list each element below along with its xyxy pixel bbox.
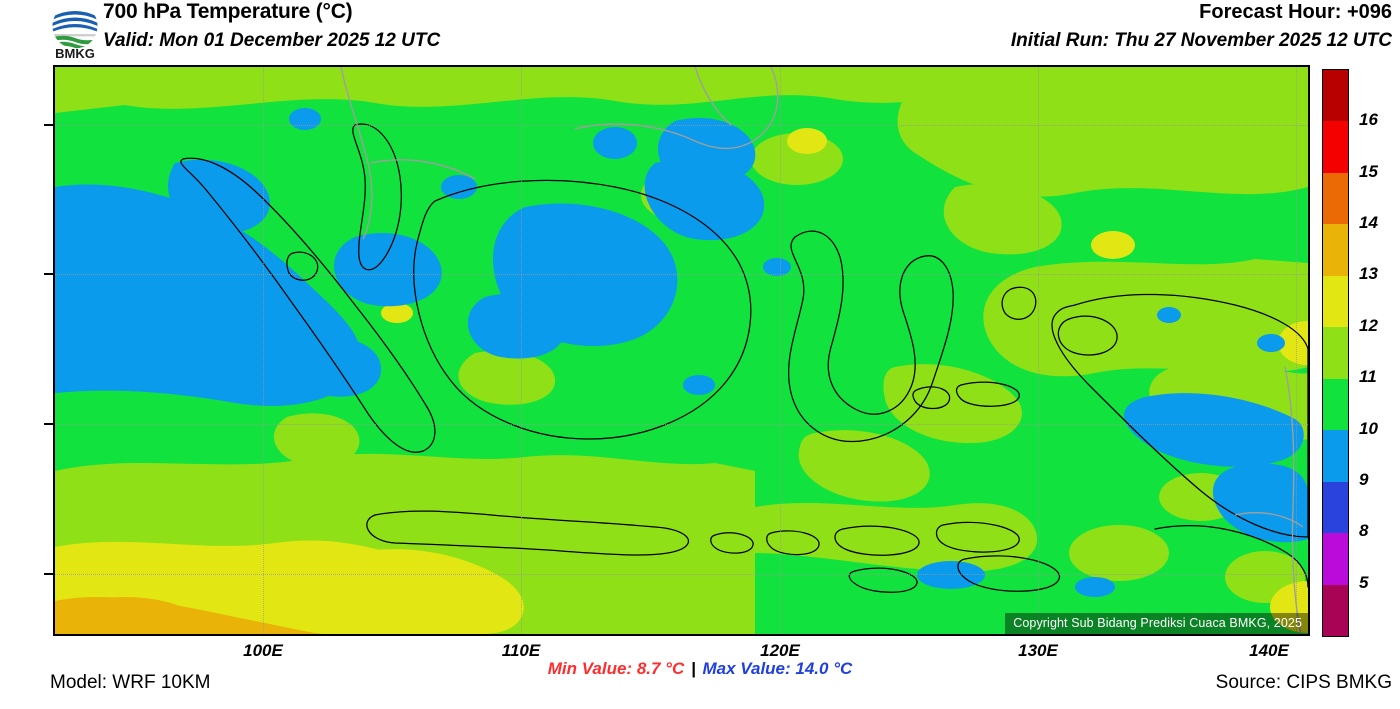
bmkg-logo-text: BMKG bbox=[55, 46, 95, 60]
colorbar-segment-14 bbox=[1323, 172, 1348, 225]
temperature-field bbox=[55, 67, 1308, 634]
colorbar-label-13: 13 bbox=[1359, 264, 1378, 283]
max-value-label: Max Value: 14.0 °C bbox=[702, 659, 853, 678]
min-value-label: Min Value: 8.7 °C bbox=[547, 659, 685, 678]
valid-time-label: Valid: Mon 01 December 2025 12 UTC bbox=[103, 30, 441, 51]
x-axis-label-130e: 130E bbox=[1018, 641, 1058, 660]
colorbar-label-5: 5 bbox=[1359, 573, 1369, 592]
colorbar-segment-8 bbox=[1323, 481, 1348, 534]
colorbar-label-16: 16 bbox=[1359, 110, 1378, 129]
colorbar-segment-11 bbox=[1323, 327, 1348, 379]
colorbar-segment-5 bbox=[1323, 533, 1348, 585]
initial-run-label: Initial Run: Thu 27 November 2025 12 UTC bbox=[1010, 30, 1392, 51]
page-title: 700 hPa Temperature (°C) bbox=[103, 0, 353, 23]
colorbar-segment-12 bbox=[1323, 275, 1348, 328]
forecast-map[interactable]: Copyright Sub Bidang Prediksi Cuaca BMKG… bbox=[53, 65, 1310, 636]
min-max-values: Min Value: 8.7 °C | Max Value: 14.0 °C bbox=[0, 659, 1400, 679]
colorbar-segment-13 bbox=[1323, 224, 1348, 276]
forecast-hour-label: Forecast Hour: +096 bbox=[1199, 1, 1392, 23]
model-label: Model: WRF 10KM bbox=[50, 672, 211, 693]
colorbar-label-11: 11 bbox=[1359, 367, 1377, 386]
colorbar-segment-10 bbox=[1323, 378, 1348, 431]
colorbar-segment-9 bbox=[1323, 430, 1348, 482]
colorbar-label-8: 8 bbox=[1359, 521, 1369, 540]
colorbar-label-14: 14 bbox=[1359, 213, 1378, 232]
bmkg-logo: BMKG bbox=[42, 2, 108, 61]
y-tick-mark bbox=[44, 273, 53, 275]
temperature-colorbar bbox=[1322, 69, 1349, 637]
y-tick-mark bbox=[44, 124, 53, 126]
colorbar-label-10: 10 bbox=[1359, 419, 1378, 438]
x-axis-label-100e: 100E bbox=[243, 641, 283, 660]
x-axis-label-110e: 110E bbox=[501, 641, 541, 660]
min-max-separator: | bbox=[690, 659, 696, 678]
y-tick-mark bbox=[44, 573, 53, 575]
y-tick-mark bbox=[44, 423, 53, 425]
colorbar-label-12: 12 bbox=[1359, 316, 1378, 335]
copyright-watermark: Copyright Sub Bidang Prediksi Cuaca BMKG… bbox=[1005, 613, 1308, 634]
colorbar-segment-low bbox=[1323, 584, 1348, 636]
x-axis-label-120e: 120E bbox=[760, 641, 800, 660]
x-axis-label-140e: 140E bbox=[1249, 641, 1289, 660]
colorbar-segment-16 bbox=[1323, 70, 1348, 122]
source-label: Source: CIPS BMKG bbox=[1215, 672, 1392, 693]
colorbar-segment-15 bbox=[1323, 121, 1348, 173]
colorbar-label-9: 9 bbox=[1359, 470, 1369, 489]
colorbar-label-15: 15 bbox=[1359, 162, 1378, 181]
